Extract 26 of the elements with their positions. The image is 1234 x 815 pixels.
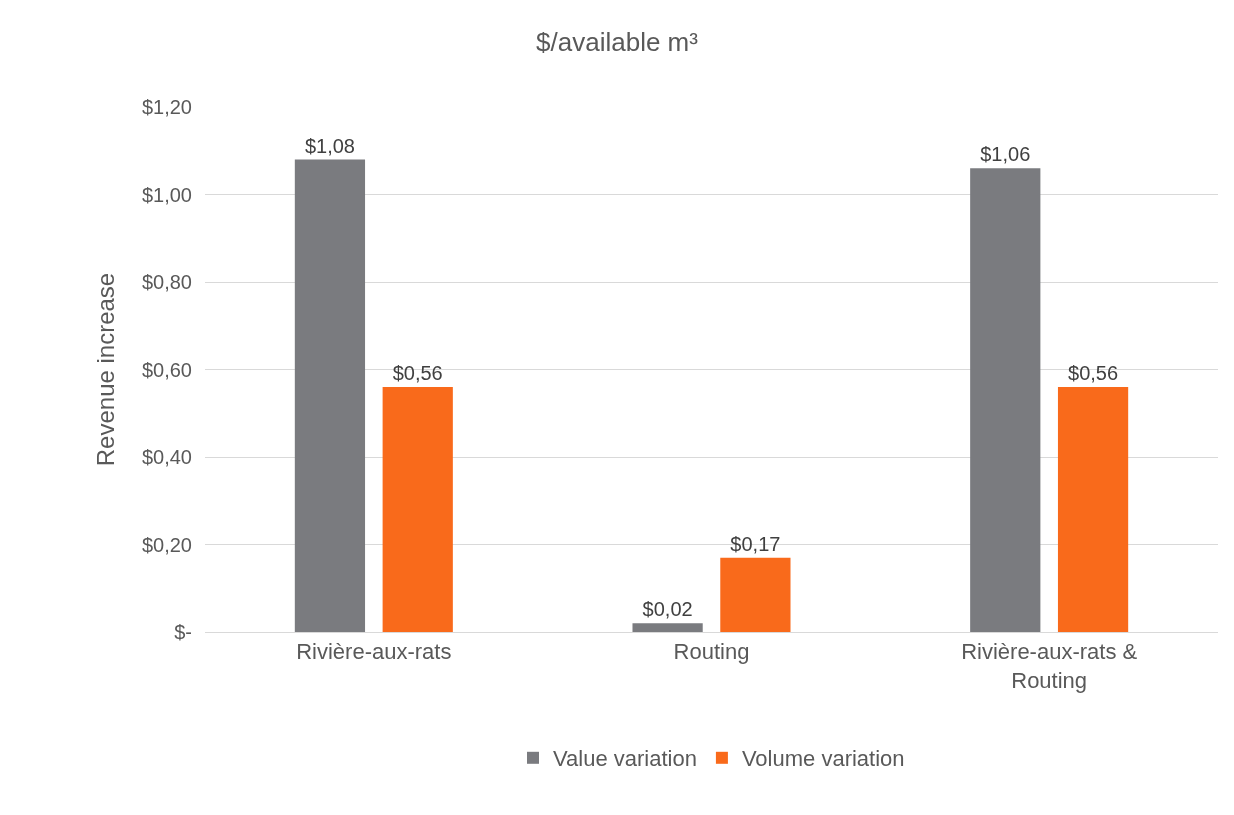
y-tick-label: $0,80	[141, 271, 192, 293]
bar	[1057, 387, 1129, 632]
x-tick-label: Routing	[673, 639, 750, 665]
bar	[632, 623, 703, 632]
legend-label: Value variation	[553, 746, 697, 772]
x-tick-label: Rivière-aux-rats	[296, 639, 452, 665]
data-label: $0,02	[642, 598, 693, 621]
x-tick-label: Rivière-aux-rats & Routing	[961, 639, 1138, 693]
y-tick-label: $0,20	[141, 533, 192, 556]
y-tick-label: $0,60	[141, 358, 192, 381]
data-label: $0,17	[730, 532, 781, 555]
y-tick-label: $1,00	[141, 183, 192, 206]
bar	[720, 557, 791, 632]
bar	[294, 159, 366, 632]
y-axis-title: Revenue increase	[92, 272, 120, 467]
bar	[970, 168, 1041, 632]
data-label: $0,56	[392, 362, 443, 384]
bar	[382, 387, 453, 632]
data-label: $0,56	[1068, 362, 1119, 384]
y-tick-label: $-	[174, 621, 192, 643]
chart-title: $/available m³	[536, 26, 699, 57]
data-label: $1,06	[980, 143, 1031, 166]
y-tick-label: $1,20	[141, 96, 192, 118]
y-tick-label: $0,40	[141, 446, 192, 468]
data-label: $1,08	[304, 134, 355, 157]
legend-label: Volume variation	[741, 746, 905, 772]
